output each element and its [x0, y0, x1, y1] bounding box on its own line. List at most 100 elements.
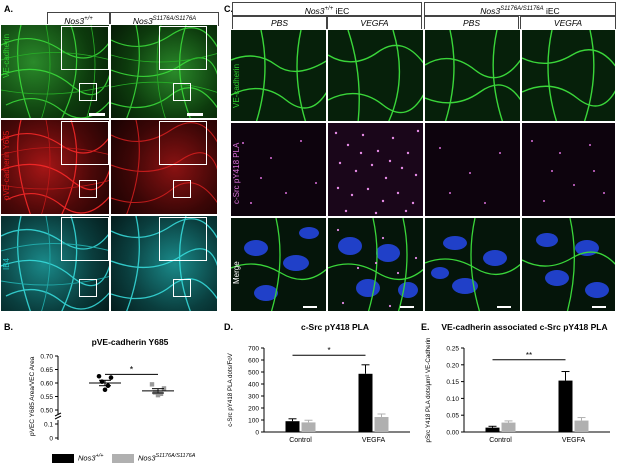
panel-c-row-label-1: VE-cadherin [232, 63, 241, 108]
panel-b-letter: B. [4, 322, 13, 332]
x-tick-label: VEGFA [562, 437, 586, 444]
data-point [152, 390, 158, 395]
zoom-source-box [173, 180, 191, 198]
y-tick-label: 0.20 [446, 362, 459, 369]
panel-c-group-header-1: Nos3+/+ iEC [232, 2, 422, 16]
scale-bar [497, 306, 511, 308]
y-tick-label: 0.10 [446, 396, 459, 403]
panel-c-image-pla-mut-pbs [424, 122, 521, 217]
zoom-inset [159, 26, 207, 70]
y-tick-label: 0.50 [40, 408, 53, 415]
significance-marker: * [130, 364, 134, 374]
panel-c-group-header-2: Nos3S1176A/S1176A iEC [424, 2, 616, 16]
chart-e-title: VE-cadherin associated c-Src pY418 PLA [441, 322, 608, 332]
panel-a-image-pvec-mut [110, 119, 218, 215]
zoom-inset [159, 121, 207, 165]
panel-a-image-pvec-wt [0, 119, 110, 215]
zoom-source-box [79, 279, 97, 297]
y-tick-label: 300 [248, 394, 259, 401]
fiber-texture [111, 216, 217, 311]
chart-e: 0.00 0.05 0.10 0.15 0.20 0.25 pSrc Y418 PLA do… [425, 337, 610, 444]
scale-bar [187, 113, 203, 116]
zoom-inset [61, 121, 109, 165]
axis-break-mark [54, 415, 62, 420]
legend: Nos3+/+ Nos3S1176A/S1176A [52, 452, 312, 466]
bar [301, 422, 316, 432]
data-point [96, 373, 102, 379]
y-tick-label: 0.25 [446, 346, 459, 353]
scale-bar [89, 113, 105, 116]
panel-c-image-merge-mut-vegfa [521, 217, 616, 312]
bar [501, 422, 516, 432]
y-tick-label: 200 [248, 406, 259, 413]
cell-borders [425, 30, 520, 121]
pla-dots [439, 147, 501, 204]
legend-swatch-mut [112, 454, 134, 463]
y-tick-label: 0.00 [446, 430, 459, 437]
legend-label-wt: Nos3+/+ [78, 453, 104, 463]
zoom-source-box [173, 279, 191, 297]
merge-overlay [425, 218, 520, 311]
y-tick-label: 0.55 [40, 394, 53, 401]
panel-c-col-header-1: PBS [232, 16, 327, 30]
bar [574, 420, 589, 432]
panel-c-image-vec-wt-pbs [230, 29, 327, 122]
panel-c-col-header-4: VEGFA [520, 16, 616, 30]
panel-c-image-pla-wt-vegfa [327, 122, 424, 217]
bar [285, 421, 300, 432]
panel-c-image-vec-wt-vegfa [327, 29, 424, 122]
panel-e-letter: E. [421, 322, 430, 332]
x-tick-label: Control [289, 437, 312, 444]
zoom-source-box [173, 83, 191, 101]
fiber-texture [111, 120, 217, 214]
panel-c-image-pla-wt-pbs [230, 122, 327, 217]
panel-a-letter: A. [4, 4, 13, 14]
y-tick-label: 600 [248, 358, 259, 365]
y-tick-label: 400 [248, 382, 259, 389]
zoom-inset [159, 217, 207, 261]
significance-marker: * [327, 346, 330, 355]
cell-borders [231, 30, 326, 121]
scale-bar [592, 306, 606, 308]
legend-swatch-wt [52, 454, 74, 463]
merge-overlay [328, 218, 423, 311]
y-axis-label: c-Src pY418 PLA dots/FoV [227, 352, 234, 426]
significance-marker: ** [526, 351, 532, 360]
panel-c-row-label-2: c-Src pY418 PLA [232, 142, 241, 204]
y-tick-label: 0.65 [40, 367, 53, 374]
bar [558, 380, 573, 432]
chart-b: 0.50 0.55 0.60 0.65 0.70 0.1 0 pVEC Y685 Area/V… [29, 354, 174, 443]
data-point [158, 391, 164, 396]
y-axis-label: pVEC Y685 Area/VEC Area [29, 356, 36, 436]
bar [358, 373, 373, 432]
y-tick-label: 0.1 [44, 422, 53, 429]
y-tick-label: 0.05 [446, 413, 459, 420]
bar [485, 427, 500, 432]
panel-d-letter: D. [224, 322, 233, 332]
y-tick-label: 0 [49, 436, 53, 443]
pla-dots [242, 140, 317, 204]
data-point [108, 375, 114, 380]
zoom-inset [61, 26, 109, 70]
cell-borders [328, 30, 423, 121]
axis-break-mark [54, 412, 62, 417]
bar [374, 417, 389, 432]
data-point [102, 387, 108, 393]
y-tick-label: 500 [248, 370, 259, 377]
chart-b-title: pVE-cadherin Y685 [91, 337, 169, 347]
y-axis-label: pSrc Y418 PLA dots/μm² VE-Cadherin [425, 337, 432, 442]
zoom-source-box [79, 180, 97, 198]
y-tick-label: 700 [248, 346, 259, 353]
merge-overlay [231, 218, 326, 311]
panel-a-image-ib4-wt [0, 215, 110, 312]
panel-a-row-label-1: VE-cadherin [2, 33, 11, 78]
panel-c-image-vec-mut-vegfa [521, 29, 616, 122]
zoom-inset [61, 217, 109, 261]
panel-c-image-merge-wt-vegfa [327, 217, 424, 312]
y-tick-label: 100 [248, 418, 259, 425]
pla-dots [334, 129, 420, 215]
scale-bar [303, 306, 317, 308]
pla-dots [531, 140, 605, 202]
panel-c-letter: C. [224, 4, 233, 14]
panel-a-image-vecadherin-wt [0, 24, 110, 119]
